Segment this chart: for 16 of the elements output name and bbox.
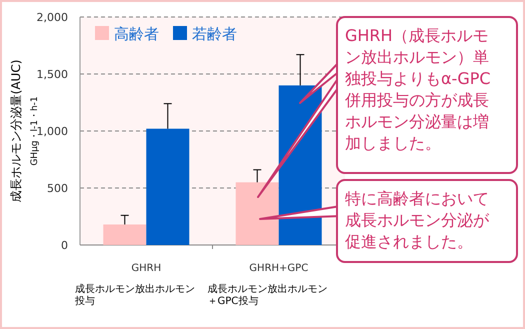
legend-label: 若齢者: [192, 25, 237, 43]
y-tick-label: 1,500: [36, 68, 68, 81]
y-tick-label: 1,000: [36, 125, 68, 138]
y-tick-label: 2,000: [36, 11, 68, 24]
bar: [103, 224, 146, 245]
x-tick-label: GHRH+GPC: [249, 263, 308, 274]
bar: [236, 182, 279, 245]
legend-label: 高齢者: [114, 25, 159, 43]
x-tick-label: GHRH: [131, 263, 162, 274]
y-tick-label: 0: [61, 239, 68, 252]
annotation: GHRH（成長ホルモン放出ホルモン）単独投与よりもα-GPC併用投与の方が成長ホルモン分泌量は増加しました。: [344, 26, 491, 152]
text: 成長ホルモン放出ホルモン投与: [74, 283, 195, 307]
annotation: 特に高齢者において成長ホルモン分泌が促進されました。: [345, 189, 490, 251]
bar: [146, 128, 190, 245]
y-tick-label: 500: [47, 182, 68, 195]
text: 成長ホルモン放出ホルモン＋GPC投与: [208, 283, 328, 307]
